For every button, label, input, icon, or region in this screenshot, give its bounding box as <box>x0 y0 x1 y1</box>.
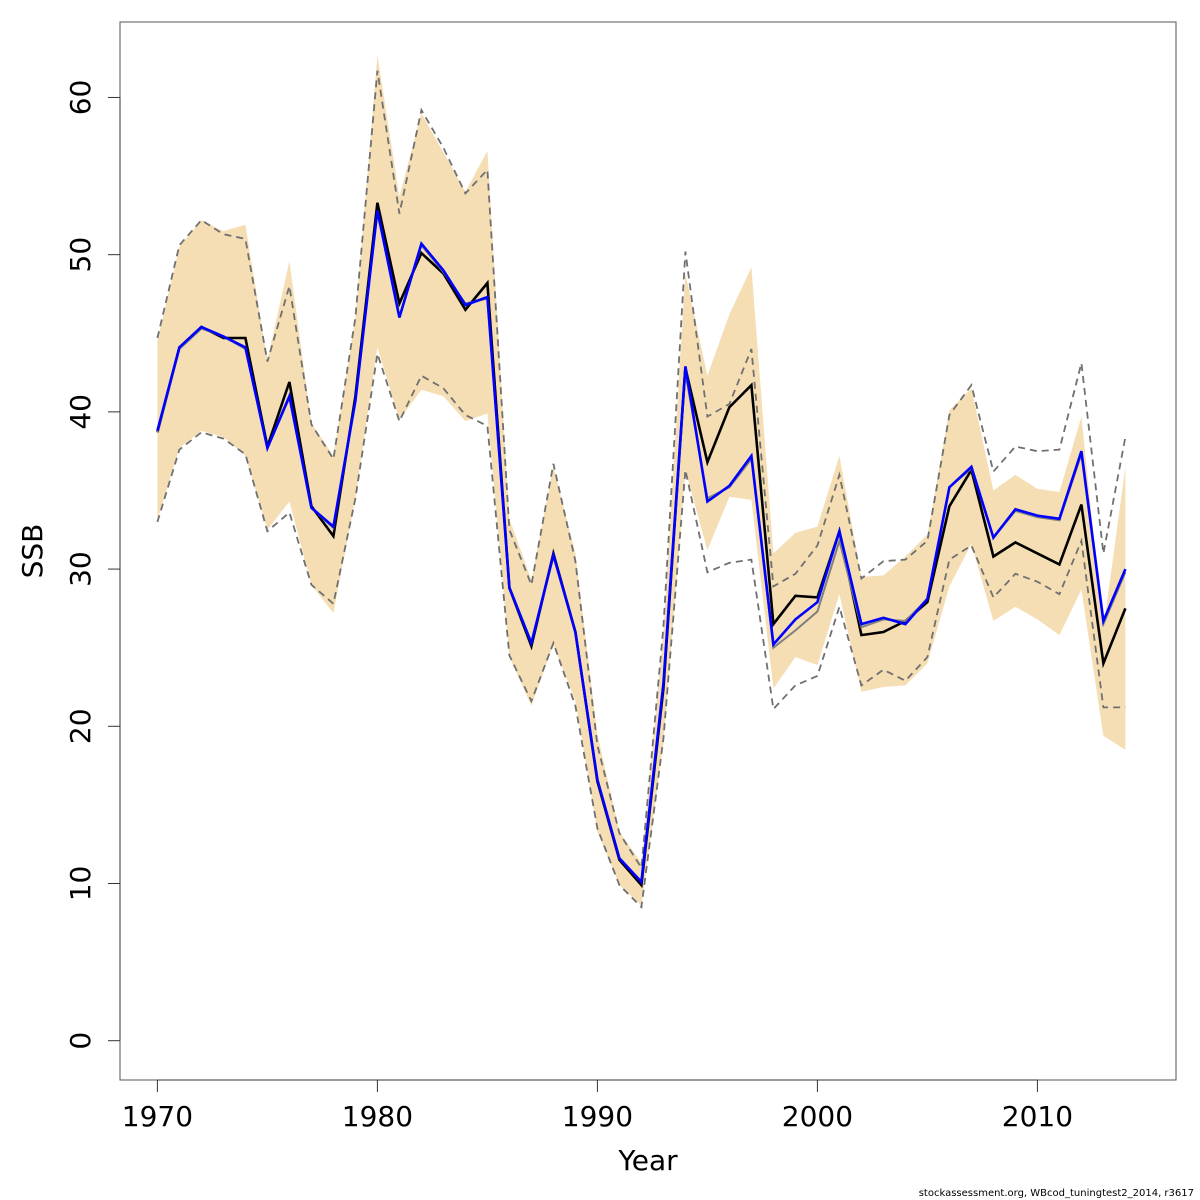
confidence-band <box>157 55 1126 906</box>
x-axis-title: Year <box>617 1144 678 1177</box>
x-tick-label: 1970 <box>122 1100 193 1133</box>
series-layer <box>156 70 1127 910</box>
y-axis: 0 10 20 30 40 50 60 <box>64 80 121 1050</box>
y-tick-label: 60 <box>64 80 97 116</box>
series-estimate-upper-ci <box>156 70 1127 871</box>
y-tick-label: 30 <box>64 551 97 587</box>
x-axis: 1970 1980 1990 2000 2010 <box>122 1079 1073 1133</box>
y-tick-label: 10 <box>64 866 97 902</box>
footnote: stockassessment.org, WBcod_tuningtest2_2… <box>919 1188 1194 1199</box>
series-alternate-estimate <box>156 210 1127 885</box>
y-axis-title: SSB <box>16 524 49 579</box>
x-tick-label: 2000 <box>782 1100 853 1133</box>
confidence-band-layer <box>157 55 1126 906</box>
y-tick-label: 50 <box>64 237 97 273</box>
series-estimate-lower-ci <box>156 353 1126 910</box>
y-tick-label: 0 <box>64 1032 97 1050</box>
x-tick-label: 1990 <box>562 1100 633 1133</box>
x-tick-label: 1980 <box>342 1100 413 1133</box>
y-tick-label: 20 <box>64 708 97 744</box>
y-tick-label: 40 <box>64 394 97 430</box>
series-estimate <box>156 202 1127 889</box>
x-tick-label: 2010 <box>1002 1100 1073 1133</box>
